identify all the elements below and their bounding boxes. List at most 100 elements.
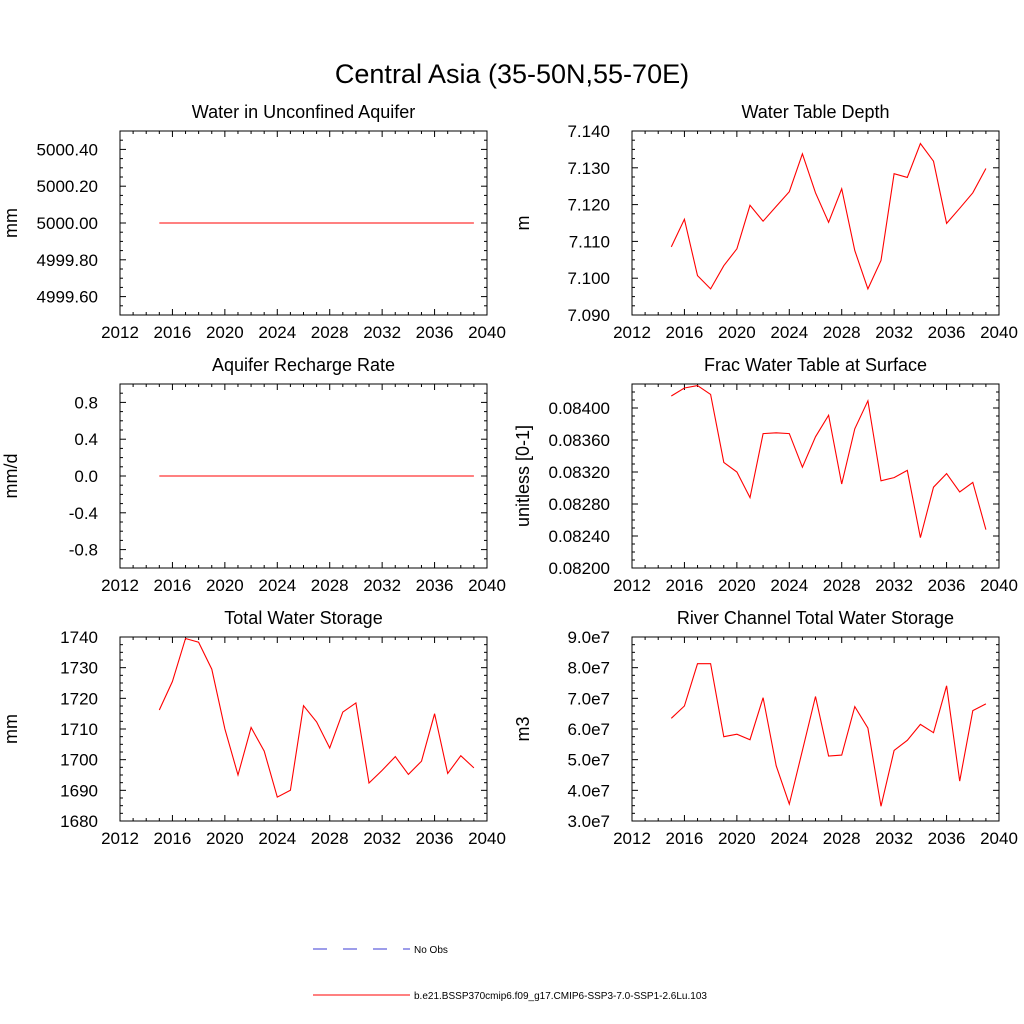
x-tick-label: 2036 (416, 576, 454, 595)
panel-river-channel-total-water-storage: River Channel Total Water Storage 2012 201… (513, 608, 1018, 848)
y-tick-label: 1730 (60, 659, 98, 678)
plot-frame (631, 636, 1000, 822)
x-tick-label: 2012 (101, 323, 139, 342)
panel-title: Water Table Depth (741, 102, 889, 122)
y-tick-label: 7.110 (569, 232, 610, 251)
y-tick-label: 4999.80 (37, 251, 98, 270)
y-axis-label: unitless [0-1] (513, 425, 533, 527)
x-tick-label: 2032 (363, 829, 401, 848)
x-tick-label: 2020 (718, 323, 756, 342)
y-tick-label: -0.4 (69, 504, 98, 523)
panel-title: Water in Unconfined Aquifer (192, 102, 415, 122)
y-tick-label: 1680 (60, 812, 98, 831)
series-line-river-channel-total-water-storage (670, 663, 987, 807)
series-line-frac-water-table-at-surface (671, 385, 987, 538)
x-tick-label: 2020 (206, 829, 244, 848)
x-tick-label: 2040 (980, 323, 1018, 342)
y-tick-label: 7.140 (567, 122, 610, 141)
x-tick-label: 2036 (928, 576, 966, 595)
y-tick-label: 4999.60 (37, 288, 98, 307)
y-tick-label: 0.8 (74, 393, 98, 412)
legend: No Obs b.e21.BSSP370cmip6.f09_g17.CMIP6-… (313, 945, 707, 1002)
x-tick-label: 2032 (875, 323, 913, 342)
y-tick-label: 0.0 (74, 467, 98, 486)
y-tick-label: 0.08400 (549, 399, 610, 418)
legend-label-no-obs: No Obs (414, 945, 448, 956)
x-tick-label: 2028 (311, 323, 349, 342)
y-tick-label: 1710 (60, 720, 98, 739)
x-tick-label: 2012 (613, 576, 651, 595)
y-tick-label: 7.090 (567, 306, 610, 325)
x-tick-label: 2024 (258, 323, 296, 342)
panel-title: Aquifer Recharge Rate (212, 355, 395, 375)
panel-water-in-unconfined-aquifer: Water in Unconfined Aquifer 2012 2016 2020 2… (1, 102, 506, 342)
x-tick-label: 2028 (823, 576, 861, 595)
x-tick-label: 2024 (770, 829, 808, 848)
y-tick-label: 3.0e7 (567, 812, 610, 831)
y-tick-label: 1700 (60, 751, 98, 770)
x-tick-label: 2040 (980, 829, 1018, 848)
y-tick-label: 0.08240 (549, 527, 610, 546)
x-tick-label: 2040 (468, 829, 506, 848)
y-tick-label: 1720 (60, 689, 98, 708)
x-tick-label: 2036 (928, 829, 966, 848)
legend-label-model-run: b.e21.BSSP370cmip6.f09_g17.CMIP6-SSP3-7.… (414, 991, 707, 1002)
series-line-total-water-storage (158, 637, 475, 798)
y-tick-label: 0.08200 (549, 559, 610, 578)
y-tick-label: -0.8 (69, 541, 98, 560)
x-tick-label: 2028 (823, 829, 861, 848)
x-tick-label: 2040 (468, 323, 506, 342)
y-axis-label: mm (1, 208, 21, 238)
y-tick-label: 7.0e7 (567, 689, 610, 708)
y-tick-label: 7.130 (567, 159, 610, 178)
panel-frac-water-table-at-surface: Frac Water Table at Surface 2012 2016 2020 2… (513, 355, 1018, 595)
y-axis-label: m (513, 216, 533, 231)
x-tick-label: 2020 (206, 323, 244, 342)
figure-title: Central Asia (35-50N,55-70E) (335, 59, 689, 89)
y-tick-label: 1690 (60, 781, 98, 800)
x-tick-label: 2016 (666, 576, 704, 595)
x-tick-label: 2012 (613, 323, 651, 342)
y-tick-label: 0.4 (74, 430, 98, 449)
y-tick-label: 5000.00 (37, 214, 98, 233)
panel-aquifer-recharge-rate: Aquifer Recharge Rate 2012 2016 2020 2024 202… (1, 355, 506, 595)
y-tick-label: 9.0e7 (567, 628, 610, 647)
y-tick-label: 5000.20 (37, 177, 98, 196)
x-tick-label: 2016 (666, 323, 704, 342)
y-tick-label: 6.0e7 (567, 720, 610, 739)
y-axis-label: m3 (513, 716, 533, 741)
x-tick-label: 2040 (980, 576, 1018, 595)
x-tick-label: 2020 (718, 829, 756, 848)
plot-frame (119, 636, 488, 822)
y-tick-label: 5000.40 (37, 140, 98, 159)
x-tick-label: 2016 (154, 829, 192, 848)
x-tick-label: 2016 (154, 323, 192, 342)
panel-title: River Channel Total Water Storage (677, 608, 954, 628)
y-tick-label: 0.08360 (549, 431, 610, 450)
y-tick-label: 7.100 (567, 269, 610, 288)
y-tick-label: 0.08280 (549, 495, 610, 514)
x-tick-label: 2036 (416, 829, 454, 848)
x-tick-label: 2016 (154, 576, 192, 595)
plot-frame (631, 130, 1000, 316)
y-tick-label: 5.0e7 (567, 751, 610, 770)
x-tick-label: 2032 (363, 576, 401, 595)
panel-title: Frac Water Table at Surface (704, 355, 927, 375)
y-tick-label: 4.0e7 (567, 781, 610, 800)
x-tick-label: 2016 (666, 829, 704, 848)
panel-title: Total Water Storage (224, 608, 382, 628)
x-tick-label: 2024 (258, 576, 296, 595)
x-tick-label: 2024 (258, 829, 296, 848)
x-tick-label: 2012 (101, 829, 139, 848)
x-tick-label: 2024 (770, 576, 808, 595)
x-tick-label: 2032 (875, 576, 913, 595)
x-tick-label: 2012 (101, 576, 139, 595)
x-tick-label: 2020 (206, 576, 244, 595)
x-tick-label: 2036 (928, 323, 966, 342)
x-tick-label: 2032 (363, 323, 401, 342)
y-tick-label: 1740 (60, 628, 98, 647)
panels: Water in Unconfined Aquifer 2012 2016 2020 2… (1, 102, 1018, 848)
x-tick-label: 2040 (468, 576, 506, 595)
x-tick-label: 2028 (311, 576, 349, 595)
